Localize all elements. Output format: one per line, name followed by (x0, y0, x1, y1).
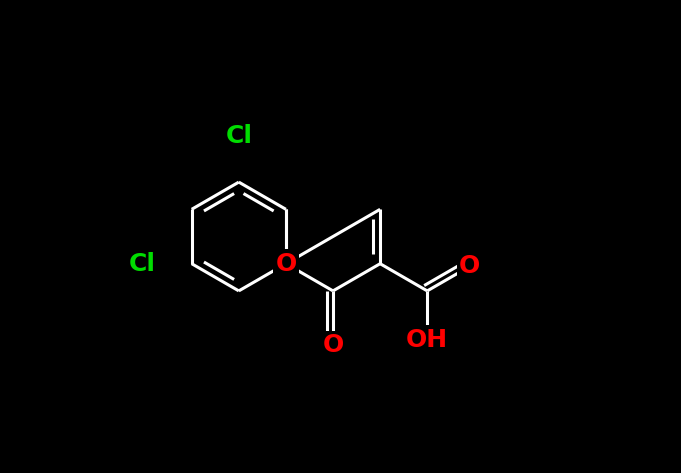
Text: O: O (322, 333, 344, 357)
Text: O: O (459, 254, 480, 279)
Text: Cl: Cl (129, 252, 156, 276)
Text: Cl: Cl (225, 124, 252, 148)
Text: O: O (275, 252, 296, 276)
Text: OH: OH (406, 328, 448, 352)
